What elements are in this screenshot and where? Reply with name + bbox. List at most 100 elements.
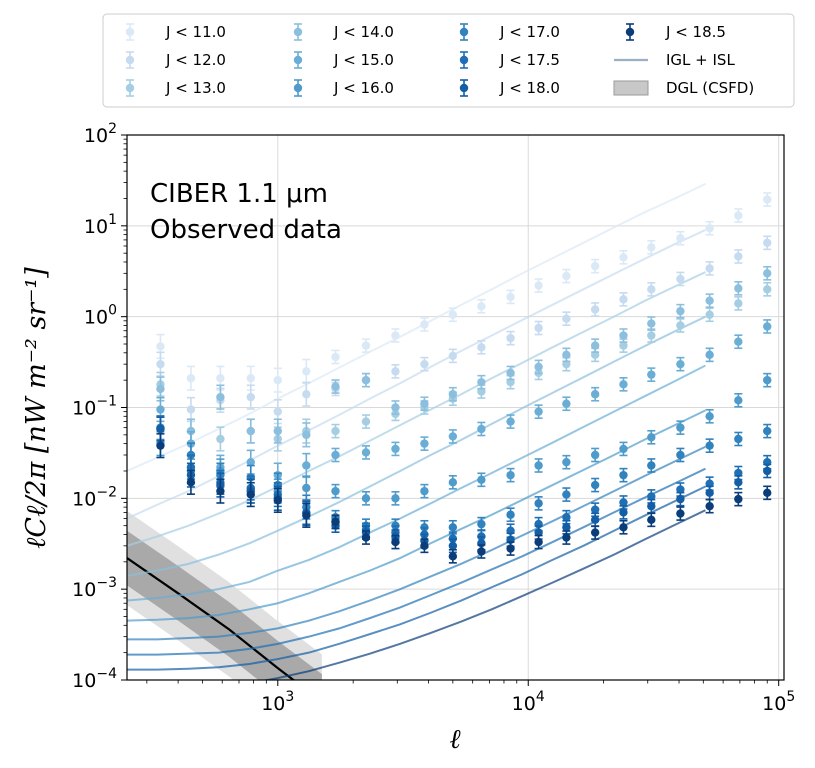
data-point xyxy=(734,252,743,261)
data-point xyxy=(676,306,685,316)
legend-marker xyxy=(293,55,303,65)
data-point xyxy=(216,392,225,402)
y-tick-label: 100 xyxy=(84,303,117,329)
legend-label-dgl: DGL (CSFD) xyxy=(666,79,754,97)
data-point xyxy=(734,337,743,346)
data-point xyxy=(420,439,429,448)
data-point xyxy=(156,342,165,351)
model-line xyxy=(127,445,706,641)
data-point xyxy=(763,375,772,385)
data-point xyxy=(562,490,571,499)
data-point xyxy=(506,368,515,378)
data-point xyxy=(420,541,429,551)
data-point xyxy=(705,350,714,360)
data-point xyxy=(647,501,656,511)
data-point xyxy=(448,541,458,551)
data-point xyxy=(763,195,772,204)
data-point xyxy=(763,322,772,331)
data-point xyxy=(619,444,628,454)
data-point xyxy=(590,480,600,490)
data-point xyxy=(216,434,225,444)
data-point xyxy=(734,478,743,487)
y-tick-label: 10−2 xyxy=(72,484,117,510)
data-point xyxy=(590,450,600,460)
data-point xyxy=(506,292,515,302)
legend-marker xyxy=(459,83,469,93)
data-point xyxy=(705,441,714,450)
data-point xyxy=(676,321,685,330)
data-point xyxy=(448,390,458,399)
data-point xyxy=(763,466,772,476)
legend-label: J < 12.0 xyxy=(165,51,226,69)
data-point xyxy=(734,434,743,444)
legend-marker xyxy=(125,55,135,65)
data-point xyxy=(391,331,400,340)
data-point xyxy=(156,441,165,450)
legend-label: J < 18.5 xyxy=(665,23,726,41)
data-point xyxy=(246,426,255,436)
data-point xyxy=(647,515,656,525)
data-point xyxy=(246,374,255,383)
annotation-line-1: CIBER 1.1 μm xyxy=(150,179,328,209)
data-point xyxy=(302,390,311,399)
data-point xyxy=(590,390,600,399)
data-point xyxy=(361,417,371,426)
data-point xyxy=(763,269,772,278)
legend-marker xyxy=(625,27,635,37)
x-tick-label: 103 xyxy=(261,689,294,715)
legend-marker xyxy=(125,27,135,37)
data-point xyxy=(361,494,371,503)
data-point xyxy=(477,547,486,556)
data-point xyxy=(331,450,340,460)
model-line xyxy=(127,364,706,602)
data-point xyxy=(734,211,743,220)
data-point xyxy=(676,234,685,243)
data-point xyxy=(705,412,714,421)
data-point xyxy=(705,310,714,319)
data-point xyxy=(676,450,685,460)
data-point xyxy=(534,281,543,290)
data-point xyxy=(534,323,543,333)
data-point xyxy=(534,362,543,372)
data-point xyxy=(734,299,743,308)
data-point xyxy=(619,498,628,507)
data-point xyxy=(647,433,656,442)
y-tick-label: 102 xyxy=(84,121,117,147)
data-point xyxy=(562,399,571,408)
data-point xyxy=(647,370,656,379)
data-point xyxy=(676,494,685,504)
data-point xyxy=(302,461,311,470)
data-point xyxy=(273,496,282,505)
data-point xyxy=(302,430,311,440)
data-point xyxy=(506,333,515,343)
data-point xyxy=(705,296,714,305)
legend-label: J < 15.0 xyxy=(333,51,394,69)
data-point xyxy=(216,486,225,496)
data-point xyxy=(331,352,340,362)
data-point xyxy=(156,424,165,434)
data-point xyxy=(331,382,340,391)
legend: J < 11.0 J < 12.0 J < 13.0 J < 14.0 J < 15.0… xyxy=(102,13,795,108)
data-point xyxy=(448,351,458,361)
data-point xyxy=(477,519,486,529)
data-point xyxy=(619,341,628,350)
y-axis-label: ℓCℓ/2π [nW m⁻² sr⁻¹] xyxy=(21,267,52,549)
data-point xyxy=(246,457,255,467)
legend-dgl-patch xyxy=(613,80,649,96)
data-point xyxy=(361,533,371,542)
data-point xyxy=(590,505,600,514)
data-point xyxy=(361,341,371,350)
y-tick-label: 10−1 xyxy=(72,394,117,420)
data-point xyxy=(273,426,282,436)
data-point xyxy=(186,478,196,487)
data-point xyxy=(273,375,282,385)
model-line xyxy=(127,485,706,671)
data-point xyxy=(647,319,656,328)
data-point xyxy=(448,478,458,487)
data-point xyxy=(420,399,429,408)
data-point xyxy=(647,285,656,294)
data-point xyxy=(216,374,225,383)
data-point xyxy=(676,359,685,369)
data-point xyxy=(477,343,486,352)
